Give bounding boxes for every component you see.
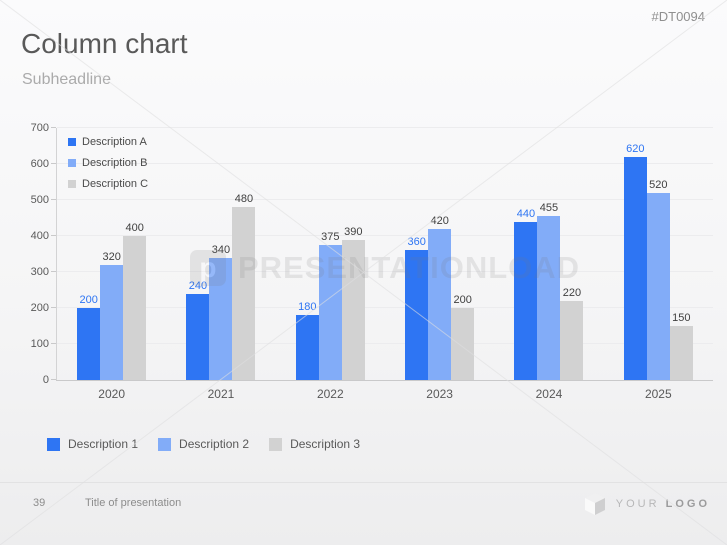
bar-value-label: 220 — [562, 286, 582, 299]
y-axis-label: 600 — [30, 157, 49, 170]
bar-description-b-2021: 340 — [209, 244, 233, 380]
x-axis-label-2022: 2022 — [316, 387, 344, 401]
bottom-legend: Description 1 Description 2 Description 3 — [47, 437, 360, 451]
bar-value-label: 440 — [516, 207, 536, 220]
bar-description-c-2025: 150 — [669, 312, 693, 380]
y-axis-label: 500 — [30, 193, 49, 206]
bar-description-a-2024: 440 — [514, 208, 538, 380]
bar-description-a-2025: 620 — [623, 143, 647, 380]
y-tick-0 — [51, 379, 56, 380]
y-tick-500 — [51, 198, 56, 200]
legend-swatch-icon — [68, 159, 76, 167]
bar-group-2021: 240 340 480 2021 — [166, 128, 275, 401]
bar-value-label: 480 — [234, 193, 254, 206]
legend-swatch-icon — [269, 437, 283, 451]
document-code: #DT0094 — [651, 9, 705, 24]
bottom-legend-label: Description 1 — [68, 437, 139, 451]
column-chart: 200 320 400 2020 240 340 480 2021 180 375 390 2022 3… — [31, 122, 713, 401]
bar-description-c-2020: 400 — [123, 222, 147, 380]
bar-description-a-2020: 200 — [77, 294, 101, 380]
bar-value-label: 200 — [79, 294, 98, 306]
y-tick-300 — [51, 270, 56, 272]
bar-description-b-2022: 375 — [318, 231, 342, 380]
legend-swatch-icon — [68, 180, 76, 188]
y-axis-label: 200 — [30, 302, 49, 314]
y-axis-label: 400 — [30, 230, 49, 242]
bar-value-label: 360 — [407, 236, 426, 249]
bottom-legend-item: Description 3 — [269, 437, 360, 451]
bar-description-c-2024: 220 — [560, 287, 584, 380]
chart-legend-label: Description C — [82, 178, 149, 190]
page-subtitle: Subheadline — [22, 71, 111, 88]
bar-description-b-2024: 455 — [537, 202, 561, 380]
chart-legend-item: Description B — [68, 157, 148, 169]
legend-swatch-icon — [47, 437, 60, 451]
bottom-legend-label: Description 2 — [179, 437, 250, 451]
bar-value-label: 320 — [102, 250, 121, 263]
legend-swatch-icon — [158, 437, 172, 451]
bar-value-label: 520 — [649, 178, 668, 191]
cube-logo-icon — [584, 493, 605, 515]
bar-description-a-2022: 180 — [295, 301, 319, 380]
bar-value-label: 240 — [188, 279, 208, 292]
bar-description-b-2023: 420 — [428, 215, 452, 380]
bottom-legend-label: Description 3 — [290, 437, 361, 451]
bar-value-label: 400 — [125, 222, 144, 234]
page-title: Column chart — [21, 28, 188, 59]
bar-description-a-2023: 360 — [405, 236, 429, 380]
x-axis-label-2025: 2025 — [644, 387, 672, 401]
chart-legend-item: Description C — [68, 178, 148, 190]
bar-group-2022: 180 375 390 2022 — [276, 128, 385, 401]
bar-value-label: 180 — [298, 301, 317, 314]
bottom-legend-item: Description 1 — [47, 437, 138, 451]
y-axis-label: 300 — [30, 265, 49, 278]
bar-value-label: 620 — [626, 142, 645, 155]
y-axis-label: 100 — [30, 338, 49, 350]
logo-text-light: YOUR — [615, 498, 660, 510]
y-axis-label: 0 — [42, 374, 49, 386]
chart-legend-item: Description A — [68, 136, 148, 148]
y-tick-200 — [51, 307, 56, 308]
y-axis-label: 700 — [30, 122, 49, 134]
footer-divider — [0, 482, 727, 483]
bar-description-c-2023: 200 — [451, 294, 475, 380]
x-axis-label-2020: 2020 — [98, 387, 126, 401]
logo-text: YOUR LOGO — [616, 498, 710, 510]
y-tick-700 — [51, 127, 56, 128]
bar-description-b-2025: 520 — [646, 179, 670, 380]
legend-swatch-icon — [68, 138, 76, 146]
chart-legend-label: Description A — [82, 136, 147, 148]
bar-group-2024: 440 455 220 2024 — [494, 128, 603, 401]
x-axis-label-2023: 2023 — [426, 387, 453, 401]
footer-title: Title of presentation — [85, 497, 182, 509]
y-tick-600 — [51, 162, 56, 164]
bar-description-a-2021: 240 — [186, 280, 210, 380]
bar-value-label: 150 — [672, 312, 691, 324]
y-tick-100 — [51, 343, 56, 344]
bottom-legend-item: Description 2 — [158, 437, 249, 451]
chart-legend: Description A Description B Description C — [68, 136, 148, 190]
logo-area: YOUR LOGO — [584, 492, 710, 516]
bar-value-label: 340 — [211, 243, 231, 256]
bar-group-2025: 620 520 150 2025 — [604, 128, 713, 401]
logo-text-bold: LOGO — [665, 498, 710, 510]
bar-value-label: 200 — [453, 294, 472, 306]
chart-legend-label: Description B — [82, 157, 148, 169]
bar-description-c-2021: 480 — [232, 193, 256, 380]
bar-groups: 200 320 400 2020 240 340 480 2021 180 375 390 2022 3… — [57, 128, 713, 401]
bar-description-b-2020: 320 — [100, 251, 124, 380]
bar-group-2023: 360 420 200 2023 — [385, 128, 494, 401]
bar-value-label: 390 — [344, 225, 363, 238]
bar-description-c-2022: 390 — [341, 226, 365, 380]
bar-value-label: 455 — [539, 202, 559, 215]
x-axis-label-2021: 2021 — [207, 387, 235, 401]
bar-value-label: 420 — [430, 214, 449, 227]
y-tick-400 — [51, 235, 56, 236]
bar-value-label: 375 — [321, 231, 340, 243]
page-number: 39 — [33, 497, 46, 509]
x-axis-label-2024: 2024 — [535, 387, 563, 401]
x-axis-line — [56, 380, 713, 381]
